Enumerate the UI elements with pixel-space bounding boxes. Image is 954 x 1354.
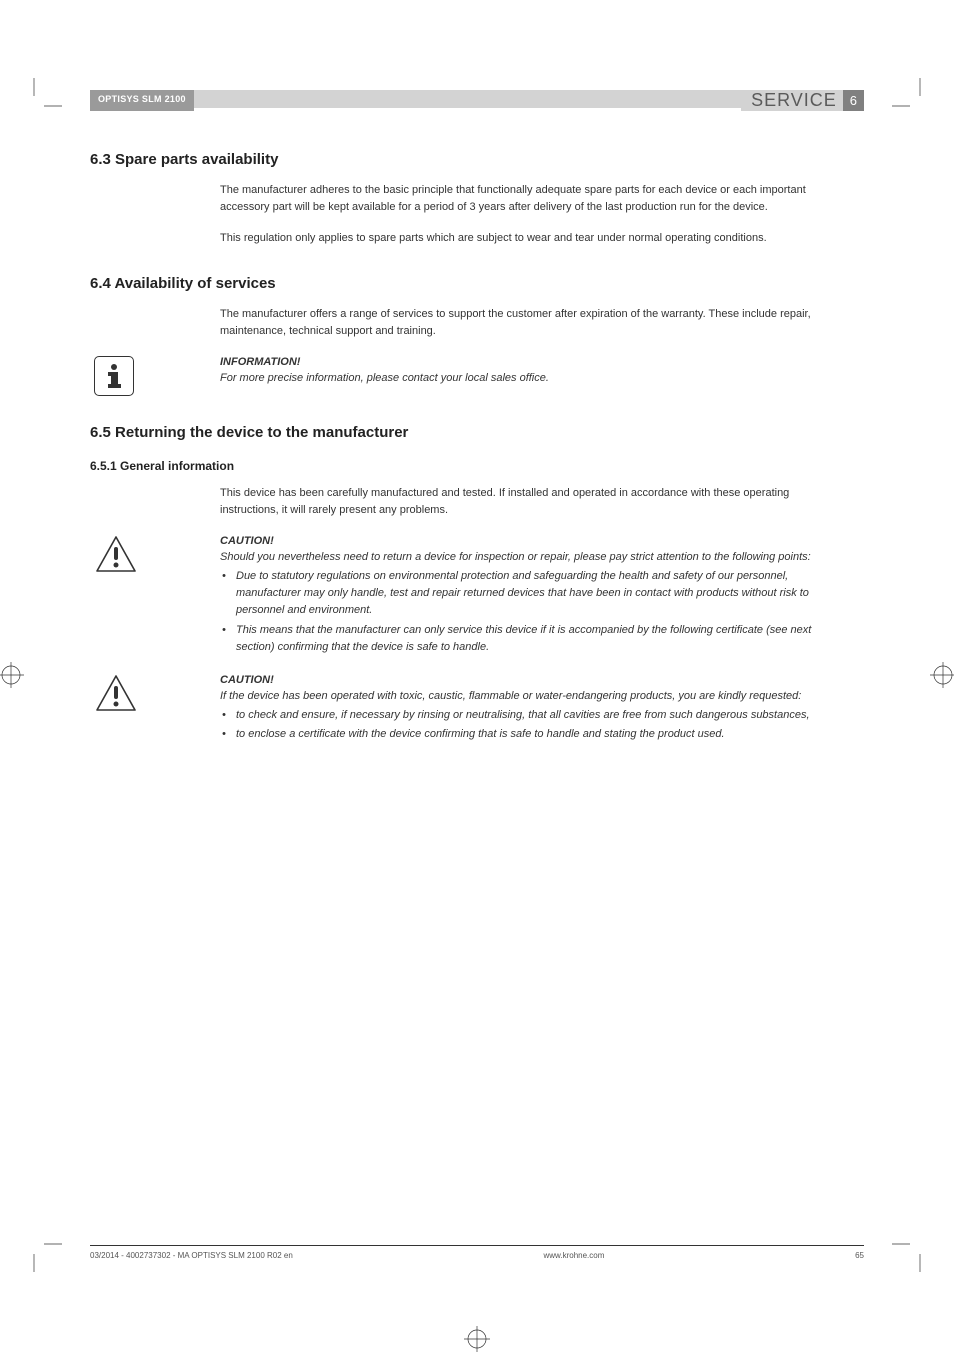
- caution-note-2: CAUTION! If the device has been operated…: [90, 674, 864, 745]
- heading-6-5-1: 6.5.1 General information: [90, 459, 864, 473]
- caution-2-heading: CAUTION!: [220, 674, 844, 686]
- section-number: 6: [843, 90, 864, 111]
- caution-1-intro: Should you nevertheless need to return a…: [220, 549, 844, 566]
- para-6-3-1: The manufacturer adheres to the basic pr…: [220, 182, 844, 216]
- crop-mark-br: [892, 1216, 948, 1272]
- footer-page-number: 65: [855, 1251, 864, 1260]
- heading-6-3: 6.3 Spare parts availability: [90, 151, 864, 168]
- caution-1-bullet-2: This means that the manufacturer can onl…: [220, 622, 844, 656]
- caution-2-bullet-1: to check and ensure, if necessary by rin…: [220, 707, 844, 724]
- heading-6-4: 6.4 Availability of services: [90, 275, 864, 292]
- para-6-4-1: The manufacturer offers a range of servi…: [220, 306, 844, 340]
- information-icon: [94, 356, 134, 396]
- para-6-3-2: This regulation only applies to spare pa…: [220, 230, 844, 247]
- caution-1-bullet-1: Due to statutory regulations on environm…: [220, 568, 844, 619]
- caution-1-heading: CAUTION!: [220, 535, 844, 547]
- information-note: INFORMATION! For more precise informatio…: [90, 356, 864, 396]
- caution-2-intro: If the device has been operated with tox…: [220, 688, 844, 705]
- crop-mark-tl: [6, 78, 62, 134]
- caution-icon: [94, 674, 220, 714]
- page-content: OPTISYS SLM 2100 SERVICE 6 6.3 Spare par…: [90, 90, 864, 1260]
- heading-6-5: 6.5 Returning the device to the manufact…: [90, 424, 864, 441]
- page-header: OPTISYS SLM 2100 SERVICE 6: [90, 90, 864, 111]
- caution-1-list: Due to statutory regulations on environm…: [220, 568, 844, 655]
- reg-mark-left: [0, 660, 26, 690]
- para-6-5-1: This device has been carefully manufactu…: [220, 485, 844, 519]
- caution-note-1: CAUTION! Should you nevertheless need to…: [90, 535, 864, 657]
- header-spacer: [194, 90, 741, 108]
- footer-url: www.krohne.com: [543, 1251, 604, 1260]
- crop-mark-bl: [6, 1216, 62, 1272]
- caution-2-bullet-2: to enclose a certificate with the device…: [220, 726, 844, 743]
- crop-mark-tr: [892, 78, 948, 134]
- information-heading: INFORMATION!: [220, 356, 844, 368]
- caution-icon: [94, 535, 220, 575]
- reg-mark-right: [928, 660, 954, 690]
- caution-2-list: to check and ensure, if necessary by rin…: [220, 707, 844, 743]
- page-footer: 03/2014 - 4002737302 - MA OPTISYS SLM 21…: [90, 1245, 864, 1260]
- section-label: SERVICE: [741, 90, 843, 111]
- footer-docref: 03/2014 - 4002737302 - MA OPTISYS SLM 21…: [90, 1251, 293, 1260]
- product-name: OPTISYS SLM 2100: [90, 90, 194, 111]
- information-text: For more precise information, please con…: [220, 370, 844, 387]
